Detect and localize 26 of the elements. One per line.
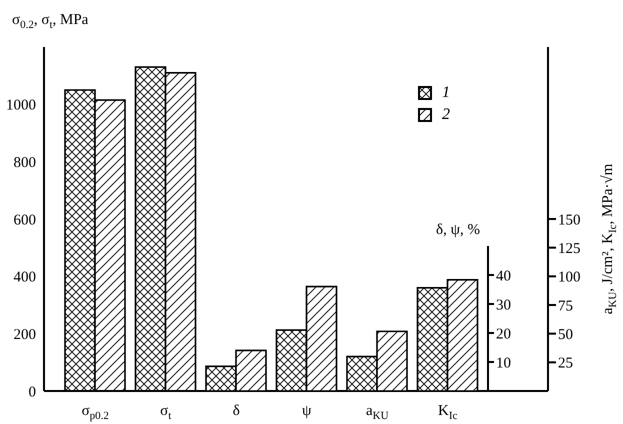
x-tick-label: σ$_{p0.2}$	[82, 403, 109, 422]
legend-label: 2	[442, 106, 450, 124]
y2-axis-title: δ, ψ, %	[436, 222, 480, 238]
y3-tick-label: 50	[558, 326, 573, 343]
y2-tick-label: 30	[496, 297, 511, 314]
y2-tick-label: 40	[496, 268, 511, 284]
y2-tick-label: 10	[496, 355, 511, 372]
y3-tick-label: 100	[558, 270, 580, 286]
y3-tick-label: 25	[558, 356, 573, 372]
y-axis-title: σ$_{0.2}$, σ$_{t}$, MPa	[12, 12, 89, 31]
x-tick-label: σ$_{t}$	[160, 403, 172, 422]
legend-label: 1	[442, 84, 450, 102]
x-tick-label: δ	[232, 403, 240, 419]
y-tick-label: 600	[14, 212, 36, 228]
y3-tick-label: 125	[558, 240, 580, 257]
y-tick-label: 800	[14, 154, 36, 171]
x-tick-label: a$_{KU}$	[366, 403, 389, 422]
y-tick-label: 400	[14, 270, 36, 286]
y-tick-label: 0	[28, 384, 36, 400]
y3-tick-label: 150	[558, 212, 580, 228]
y2-tick-label: 20	[496, 326, 511, 342]
y-tick-label: 200	[14, 326, 36, 343]
x-tick-label: K$_{Ic}$	[438, 403, 458, 422]
x-tick-label: ψ	[302, 403, 312, 419]
y-tick-label: 1000	[6, 98, 36, 114]
y3-tick-label: 75	[558, 298, 573, 314]
